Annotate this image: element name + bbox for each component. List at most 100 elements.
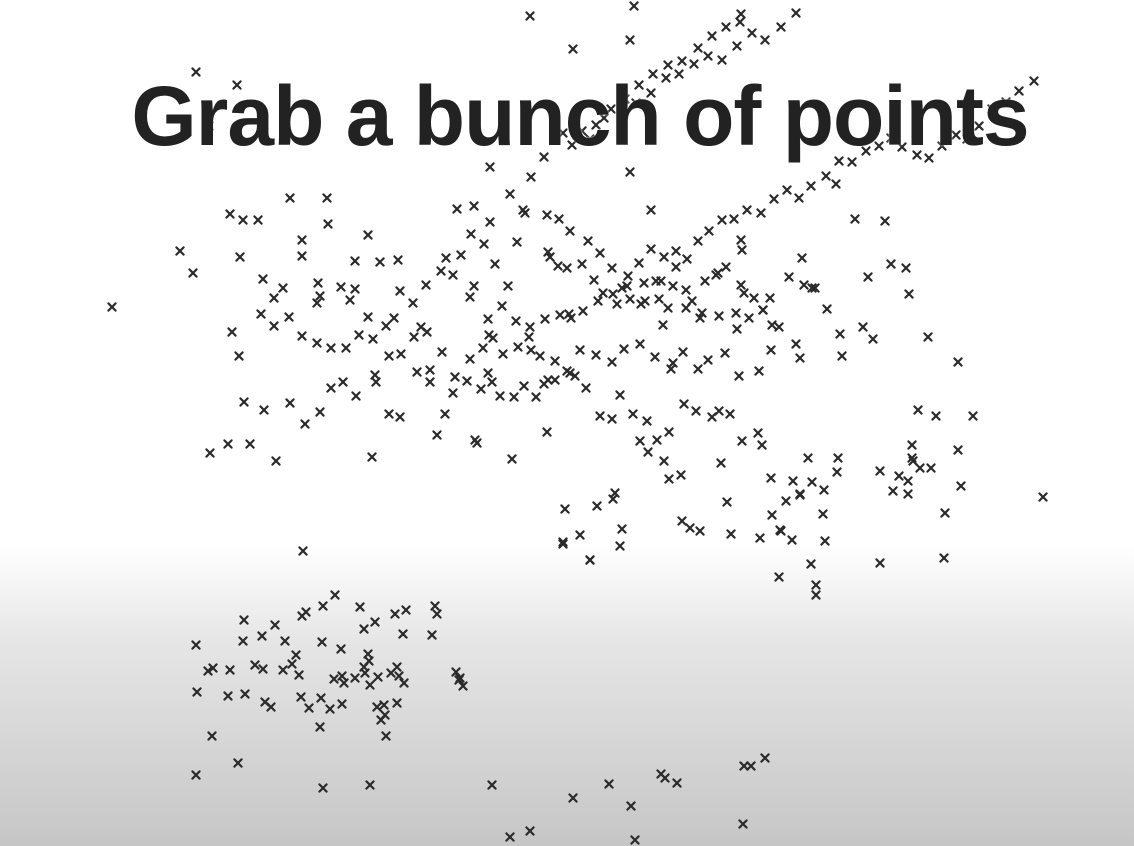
scatter-point-361 <box>693 43 703 53</box>
scatter-point-430 <box>318 783 328 793</box>
scatter-point-171 <box>819 485 829 495</box>
scatter-point-262 <box>766 345 776 355</box>
scatter-point-63 <box>797 253 807 263</box>
scatter-point-358 <box>648 69 658 79</box>
scatter-point-407 <box>266 702 276 712</box>
scatter-point-144 <box>744 313 754 323</box>
scatter-point-228 <box>350 284 360 294</box>
scatter-point-392 <box>392 662 402 672</box>
scatter-point-309 <box>646 244 656 254</box>
scatter-point-401 <box>203 666 213 676</box>
scatter-point-264 <box>734 371 744 381</box>
scatter-point-221 <box>234 351 244 361</box>
scatter-point-87 <box>774 572 784 582</box>
scatter-point-83 <box>811 580 821 590</box>
scatter-point-154 <box>886 259 896 269</box>
scatter-point-412 <box>316 693 326 703</box>
scatter-point-16 <box>313 278 323 288</box>
scatter-point-76 <box>953 357 963 367</box>
scatter-point-381 <box>355 602 365 612</box>
scatter-point-302 <box>562 263 572 273</box>
scatter-point-377 <box>330 590 340 600</box>
scatter-point-294 <box>326 343 336 353</box>
scatter-point-167 <box>894 471 904 481</box>
scatter-point-312 <box>682 254 692 264</box>
scatter-point-283 <box>478 343 488 353</box>
scatter-point-317 <box>742 205 752 215</box>
scatter-point-207 <box>395 412 405 422</box>
scatter-point-120 <box>505 189 515 199</box>
scatter-point-259 <box>774 322 784 332</box>
scatter-point-242 <box>540 314 550 324</box>
scatter-point-106 <box>739 288 749 298</box>
scatter-point-60 <box>767 320 777 330</box>
scatter-point-143 <box>732 324 742 334</box>
scatter-point-208 <box>384 409 394 419</box>
scatter-point-201 <box>476 384 486 394</box>
scatter-point-50 <box>629 1 639 11</box>
scatter-point-84 <box>820 536 830 546</box>
scatter-point-74 <box>923 332 933 342</box>
scatter-point-426 <box>458 681 468 691</box>
scatter-point-54 <box>671 246 681 256</box>
scatter-point-307 <box>622 281 632 291</box>
scatter-point-72 <box>904 289 914 299</box>
scatter-point-123 <box>469 201 479 211</box>
scatter-point-125 <box>479 239 489 249</box>
scatter-point-128 <box>520 208 530 218</box>
scatter-point-413 <box>325 704 335 714</box>
scatter-point-308 <box>634 258 644 268</box>
scatter-point-211 <box>351 391 361 401</box>
scatter-point-274 <box>591 350 601 360</box>
scatter-point-194 <box>550 356 560 366</box>
scatter-point-15 <box>297 251 307 261</box>
scatter-point-13 <box>278 283 288 293</box>
scatter-point-448 <box>223 691 233 701</box>
scatter-point-351 <box>791 8 801 18</box>
scatter-point-277 <box>550 375 560 385</box>
scatter-point-343 <box>674 69 684 79</box>
scatter-point-270 <box>650 352 660 362</box>
scatter-point-237 <box>469 281 479 291</box>
scatter-point-342 <box>661 73 671 83</box>
scatter-point-374 <box>301 607 311 617</box>
scatter-point-425 <box>454 675 464 685</box>
scatter-point-304 <box>589 275 599 285</box>
scatter-point-56 <box>695 313 705 323</box>
scatter-point-271 <box>635 339 645 349</box>
scatter-point-164 <box>940 508 950 518</box>
scatter-point-440 <box>672 778 682 788</box>
scatter-point-232 <box>408 298 418 308</box>
scatter-point-35 <box>503 281 513 291</box>
scatter-point-292 <box>354 330 364 340</box>
scatter-point-251 <box>668 281 678 291</box>
scatter-points <box>107 1 1048 845</box>
scatter-point-349 <box>760 35 770 45</box>
scatter-point-226 <box>315 291 325 301</box>
scatter-point-318 <box>756 208 766 218</box>
scatter-point-152 <box>863 272 873 282</box>
scatter-point-447 <box>192 687 202 697</box>
scatter-point-212 <box>338 377 348 387</box>
scatter-point-409 <box>296 692 306 702</box>
scatter-point-190 <box>595 411 605 421</box>
scatter-point-299 <box>258 274 268 284</box>
scatter-point-290 <box>384 351 394 361</box>
scatter-point-439 <box>660 773 670 783</box>
scatter-point-113 <box>625 167 635 177</box>
scatter-point-338 <box>1014 86 1024 96</box>
scatter-point-286 <box>437 347 447 357</box>
scatter-point-327 <box>874 141 884 151</box>
scatter-point-92 <box>716 458 726 468</box>
scatter-point-216 <box>285 398 295 408</box>
scatter-point-161 <box>926 463 936 473</box>
scatter-point-298 <box>269 293 279 303</box>
scatter-point-178 <box>737 436 747 446</box>
scatter-point-133 <box>595 248 605 258</box>
scatter-point-323 <box>821 171 831 181</box>
scatter-point-449 <box>240 689 250 699</box>
scatter-point-446 <box>233 758 243 768</box>
scatter-point-68 <box>850 214 860 224</box>
scatter-point-69 <box>868 334 878 344</box>
